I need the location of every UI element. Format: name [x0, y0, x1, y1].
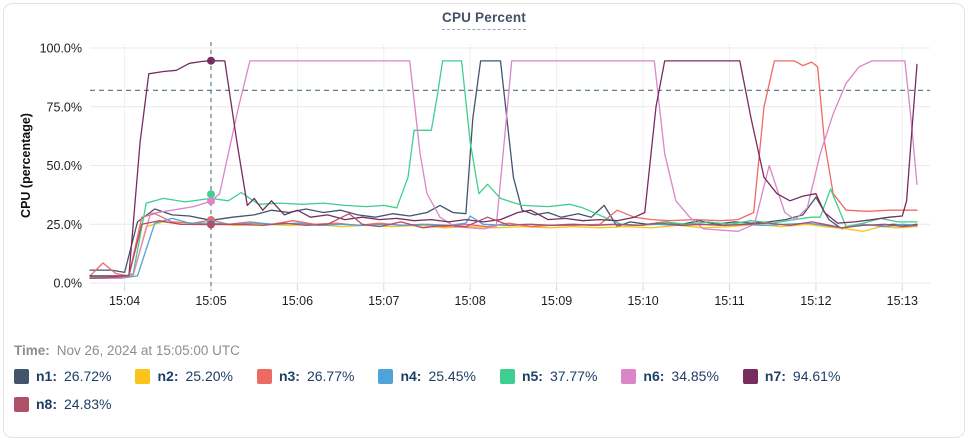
legend-label-n3: n3: — [278, 368, 300, 384]
time-label: Time: — [14, 343, 50, 358]
legend-value-n5: 37.77% — [549, 368, 598, 384]
time-row: Time: Nov 26, 2024 at 15:05:00 UTC — [14, 343, 240, 358]
y-tick-label: 0.0% — [54, 277, 83, 291]
legend-value-n3: 26.77% — [306, 368, 355, 384]
chart-header: CPU Percent — [0, 9, 968, 30]
time-value: Nov 26, 2024 at 15:05:00 UTC — [56, 343, 240, 358]
legend-item-n5[interactable]: n5: 37.77% — [499, 368, 598, 384]
legend: n1: 26.72% n2: 25.20% n3: 26.77% n4: 25.45% n5: 3… — [14, 368, 894, 412]
legend-swatch-n2 — [135, 368, 151, 384]
series-line-n8[interactable] — [89, 213, 918, 279]
series-line-n3[interactable] — [89, 60, 918, 277]
legend-swatch-n1 — [14, 368, 29, 384]
crosshair-marker-n8 — [207, 220, 215, 229]
legend-swatch-n7 — [742, 368, 758, 384]
crosshair-marker-n6 — [207, 197, 215, 206]
x-tick-label: 15:04 — [109, 294, 140, 308]
legend-label-n8: n8: — [36, 396, 57, 412]
cpu-percent-chart[interactable]: 15:04 15:05 15:06 15:07 15:08 15:09 15:10 15:11… — [0, 0, 968, 320]
x-tick-label: 15:07 — [368, 294, 399, 308]
legend-value-n8: 24.83% — [64, 396, 112, 412]
legend-label-n1: n1: — [36, 368, 57, 384]
legend-label-n2: n2: — [157, 368, 179, 384]
x-tick-label: 15:06 — [282, 294, 313, 308]
legend-value-n6: 34.85% — [671, 368, 719, 384]
x-tick-label: 15:10 — [627, 294, 658, 308]
x-tick-label: 15:13 — [887, 294, 918, 308]
legend-item-n2[interactable]: n2: 25.20% — [135, 368, 233, 384]
x-tick-label: 15:11 — [714, 294, 744, 308]
x-tick-label: 15:09 — [541, 294, 572, 308]
legend-value-n4: 25.45% — [428, 368, 476, 384]
legend-value-n2: 25.20% — [185, 368, 233, 384]
legend-label-n4: n4: — [400, 368, 422, 384]
series-line-n2[interactable] — [89, 221, 918, 278]
x-tick-label: 15:12 — [800, 294, 831, 308]
legend-label-n6: n6: — [643, 368, 665, 384]
legend-swatch-n5 — [499, 368, 515, 384]
legend-value-n1: 26.72% — [64, 368, 112, 384]
legend-label-n5: n5: — [521, 368, 543, 384]
legend-item-n7[interactable]: n7: 94.61% — [742, 368, 841, 384]
y-tick-label: 25.0% — [47, 218, 82, 232]
legend-swatch-n4 — [378, 368, 394, 384]
crosshair-marker-n5 — [207, 190, 215, 199]
legend-swatch-n3 — [256, 368, 272, 384]
series-line-n1[interactable] — [89, 60, 918, 274]
legend-item-n4[interactable]: n4: 25.45% — [378, 368, 476, 384]
y-tick-label: 50.0% — [47, 159, 82, 173]
x-tick-label: 15:08 — [455, 294, 486, 308]
x-tick-label: 15:05 — [195, 294, 226, 308]
legend-item-n6[interactable]: n6: 34.85% — [621, 368, 719, 384]
crosshair-marker-n7 — [207, 56, 215, 65]
series-line-n7[interactable] — [89, 60, 918, 277]
y-axis-title: CPU (percentage) — [19, 113, 33, 218]
legend-swatch-n6 — [621, 368, 637, 384]
y-tick-label: 75.0% — [47, 100, 82, 114]
chart-title[interactable]: CPU Percent — [442, 10, 526, 30]
series-line-n6[interactable] — [89, 60, 918, 279]
legend-item-n8[interactable]: n8: 24.83% — [14, 396, 111, 412]
legend-label-n7: n7: — [764, 368, 786, 384]
legend-item-n1[interactable]: n1: 26.72% — [14, 368, 111, 384]
legend-value-n7: 94.61% — [792, 368, 841, 384]
legend-swatch-n8 — [14, 396, 29, 412]
y-tick-label: 100.0% — [40, 42, 82, 56]
legend-item-n3[interactable]: n3: 26.77% — [256, 368, 355, 384]
